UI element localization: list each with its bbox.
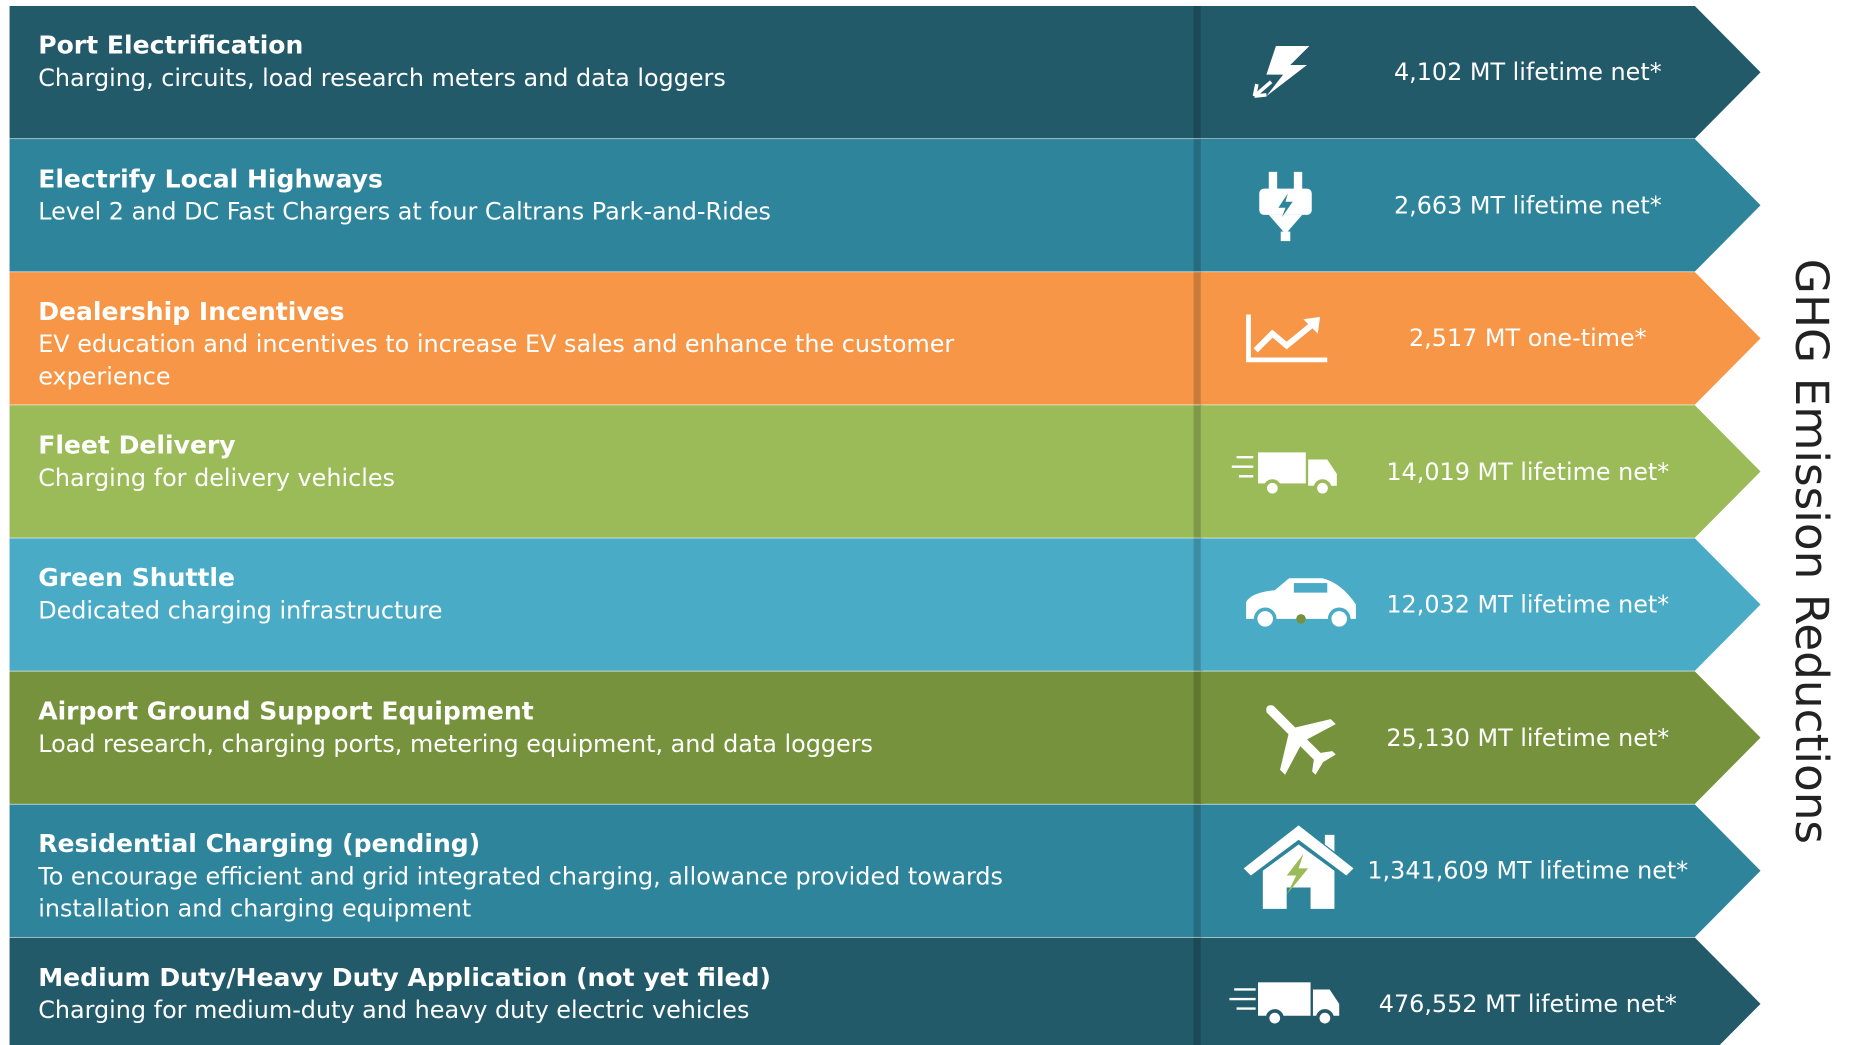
- row-title: Green Shuttle: [38, 563, 236, 593]
- row-band: [9, 405, 1204, 538]
- row-arrow: [1199, 538, 1761, 671]
- row-text-box: Dealership Incentives EV education and in…: [38, 296, 1029, 393]
- divider-shadow: [1193, 671, 1201, 804]
- row-description: Charging for delivery vehicles: [38, 462, 396, 492]
- row: Fleet Delivery Charging for delivery vehi…: [9, 405, 1761, 538]
- row-icon: [1246, 578, 1356, 631]
- row-arrow: [1199, 937, 1761, 1045]
- row-icon: [1252, 45, 1310, 98]
- row-band: [9, 937, 1204, 1045]
- row-description: Dedicated charging infrastructure: [38, 595, 443, 625]
- divider-shadow: [1193, 139, 1201, 272]
- row-text: Residential Charging (pending)To encoura…: [38, 828, 1029, 925]
- row-text-box: Green Shuttle Dedicated charging infrastr…: [38, 562, 1029, 626]
- row-icon: [1259, 171, 1312, 242]
- row-text-box: Residential Charging (pending) To encoura…: [38, 828, 1029, 925]
- rows: Port Electrification Charging, circuits, …: [9, 5, 1761, 1045]
- row-title: Electrify Local Highways: [38, 164, 383, 193]
- row-description: EV education and incentives to increase …: [38, 329, 955, 391]
- row-value: 2,517 MT one-time*: [1408, 323, 1647, 353]
- row-value-text: 1,341,609 MT lifetime net*: [1367, 856, 1689, 885]
- row-band: [9, 5, 1204, 139]
- row-text-box: Port Electrification Charging, circuits, …: [38, 30, 1029, 94]
- row-value-text: 2,517 MT one-time*: [1408, 323, 1647, 353]
- row-text-box: Electrify Local Highways Level 2 and DC F…: [38, 163, 1029, 227]
- divider-shadow: [1193, 272, 1201, 405]
- row-title: Fleet Delivery: [38, 430, 236, 459]
- row-title: Dealership Incentives: [38, 297, 345, 326]
- row-value-text: 12,032 MT lifetime net*: [1386, 589, 1670, 619]
- divider-shadow: [1193, 5, 1201, 139]
- row-text-box: Medium Duty/Heavy Duty Application (not …: [38, 961, 1029, 1025]
- row-title: Port Electrification: [38, 31, 304, 60]
- row: Dealership Incentives EV education and in…: [9, 272, 1761, 405]
- row-value-text: 4,102 MT lifetime net*: [1393, 57, 1662, 87]
- divider-shadow: [1193, 405, 1201, 538]
- row-value-text: 476,552 MT lifetime net*: [1378, 989, 1677, 1018]
- row-value: 12,032 MT lifetime net*: [1386, 589, 1670, 619]
- row-value-text: 25,130 MT lifetime net*: [1386, 723, 1670, 752]
- row-icon: [1231, 452, 1337, 498]
- row-text: Medium Duty/Heavy Duty Application (not …: [38, 961, 1029, 1025]
- row-text-box: Airport Ground Support Equipment Load res…: [38, 695, 1029, 759]
- divider-shadow: [1193, 804, 1201, 937]
- row-title: Medium Duty/Heavy Duty Application (not …: [38, 962, 771, 992]
- row-icon: [1266, 705, 1336, 775]
- divider-shadow: [1193, 937, 1201, 1045]
- row-description: Charging, circuits, load research meters…: [38, 63, 726, 92]
- row-band: [9, 139, 1204, 272]
- row-description: Load research, charging ports, metering …: [38, 728, 873, 758]
- row-icon: [1243, 825, 1354, 909]
- divider-shadow: [1193, 538, 1201, 671]
- row-title: Airport Ground Support Equipment: [38, 696, 534, 726]
- row-text-box: Fleet Delivery Charging for delivery vehi…: [38, 429, 1029, 493]
- row-value: 1,341,609 MT lifetime net*: [1367, 856, 1689, 885]
- row-description: Charging for medium-duty and heavy duty …: [38, 994, 750, 1024]
- row-icon: [1246, 314, 1328, 363]
- row-arrow: [1199, 671, 1761, 804]
- row-band: [9, 671, 1204, 804]
- row: Port Electrification Charging, circuits, …: [9, 5, 1761, 139]
- row-band: [9, 272, 1204, 405]
- row-icon: [1229, 982, 1340, 1028]
- row-band: [9, 804, 1204, 937]
- row: Electrify Local Highways Level 2 and DC F…: [9, 139, 1761, 272]
- row-value: 2,663 MT lifetime net*: [1393, 190, 1662, 220]
- row-title: Residential Charging (pending): [38, 829, 481, 859]
- row-text: Electrify Local Highways Level 2 and DC F…: [38, 163, 1029, 227]
- row-value: 14,019 MT lifetime net*: [1386, 456, 1670, 486]
- row-text: Port Electrification Charging, circuits, …: [38, 30, 1029, 94]
- row-text: Dealership Incentives EV education and in…: [38, 296, 1029, 393]
- row-arrow: [1199, 5, 1761, 139]
- row: Medium Duty/Heavy Duty Application (not …: [9, 937, 1761, 1045]
- row-band: [9, 538, 1204, 671]
- row-arrow: [1199, 804, 1761, 937]
- side-label: GHG Emission Reductions: [1785, 259, 1838, 844]
- row-description: To encourage efficient and grid integrat…: [38, 861, 1003, 923]
- row-value: 25,130 MT lifetime net*: [1386, 723, 1670, 752]
- row-value: 476,552 MT lifetime net*: [1378, 989, 1677, 1018]
- row-value-text: 14,019 MT lifetime net*: [1386, 456, 1670, 486]
- row-value-text: 2,663 MT lifetime net*: [1393, 190, 1662, 220]
- row-value: 4,102 MT lifetime net*: [1393, 57, 1662, 87]
- row: Residential Charging (pending)To encoura…: [9, 804, 1761, 937]
- row-arrow: [1199, 272, 1761, 405]
- row-description: Level 2 and DC Fast Chargers at four Cal…: [38, 196, 772, 225]
- row-text: Fleet Delivery Charging for delivery vehi…: [38, 429, 1029, 493]
- row-arrow: [1199, 405, 1761, 538]
- row-arrow: [1199, 139, 1761, 272]
